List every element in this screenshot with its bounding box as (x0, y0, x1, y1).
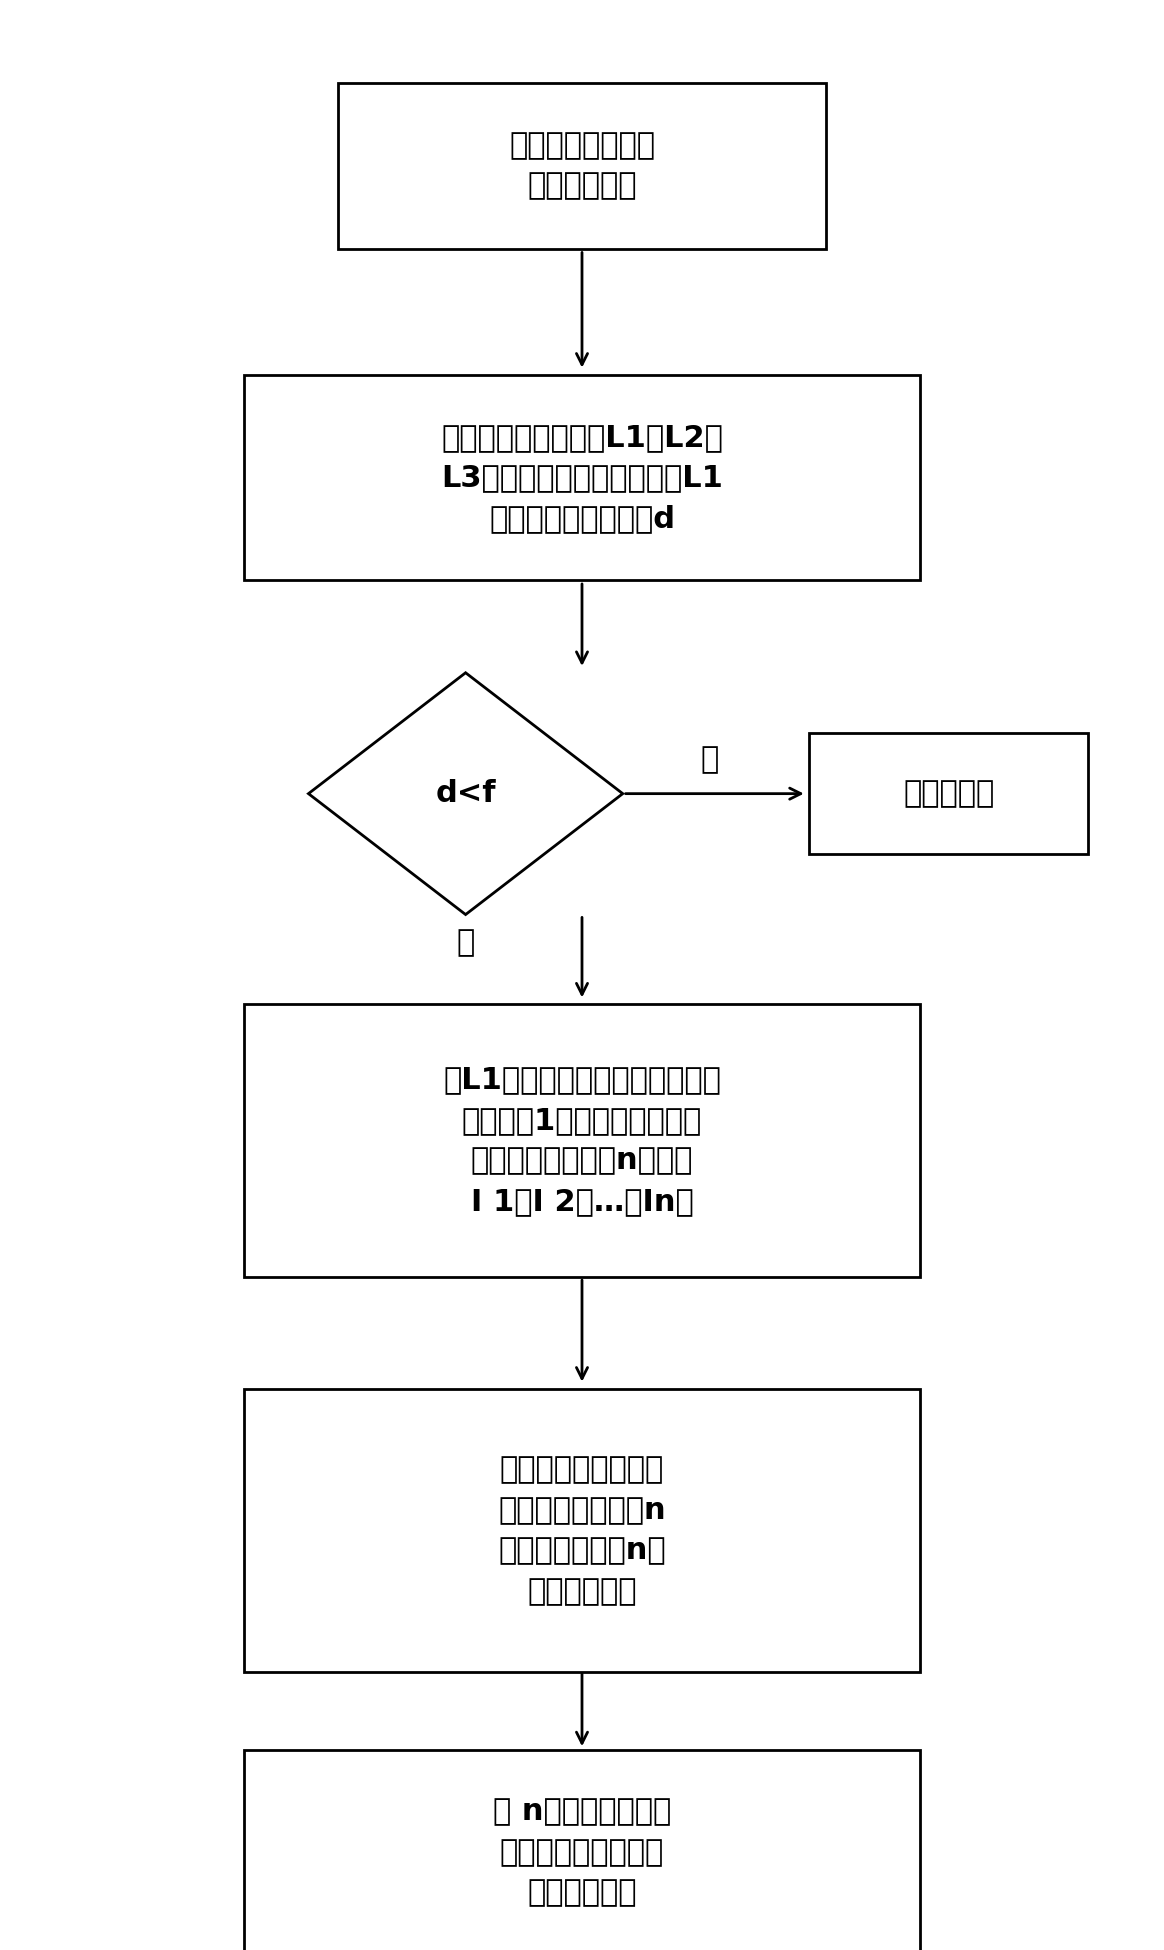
Polygon shape (308, 673, 623, 915)
Text: 对孔组进行平移旋转
转换，分别旋转至n
组位置处，求出n组
位置度误差值: 对孔组进行平移旋转 转换，分别旋转至n 组位置处，求出n组 位置度误差值 (498, 1455, 666, 1607)
FancyBboxPatch shape (244, 1004, 920, 1277)
Text: 否: 否 (701, 745, 719, 774)
FancyBboxPatch shape (244, 1388, 920, 1671)
Text: d<f: d<f (435, 780, 496, 807)
Text: 对 n组位置度误差值
进行排序，找出最优
的一组位置度: 对 n组位置度误差值 进行排序，找出最优 的一组位置度 (492, 1798, 672, 1907)
FancyBboxPatch shape (809, 733, 1088, 854)
FancyBboxPatch shape (338, 82, 826, 248)
Text: 采集零件圆周各孔
实测圆心坐标: 采集零件圆周各孔 实测圆心坐标 (509, 131, 655, 201)
Text: 工件不合格: 工件不合格 (903, 780, 994, 807)
FancyBboxPatch shape (244, 1751, 920, 1950)
Text: 以L1为半径，以坐标原点为圆心
画圆，与1孔的理想公差圆相
交，在相交弧上取n等分点
I 1、I 2、…、In；: 以L1为半径，以坐标原点为圆心 画圆，与1孔的理想公差圆相 交，在相交弧上取n等… (443, 1065, 721, 1217)
FancyBboxPatch shape (244, 374, 920, 581)
Text: 求解各孔对应孔心距L1、L2、
L3及孔心连线的夹角，计算L1
与理论孔心距的差值d: 求解各孔对应孔心距L1、L2、 L3及孔心连线的夹角，计算L1 与理论孔心距的差… (441, 423, 723, 532)
Text: 是: 是 (456, 928, 475, 957)
